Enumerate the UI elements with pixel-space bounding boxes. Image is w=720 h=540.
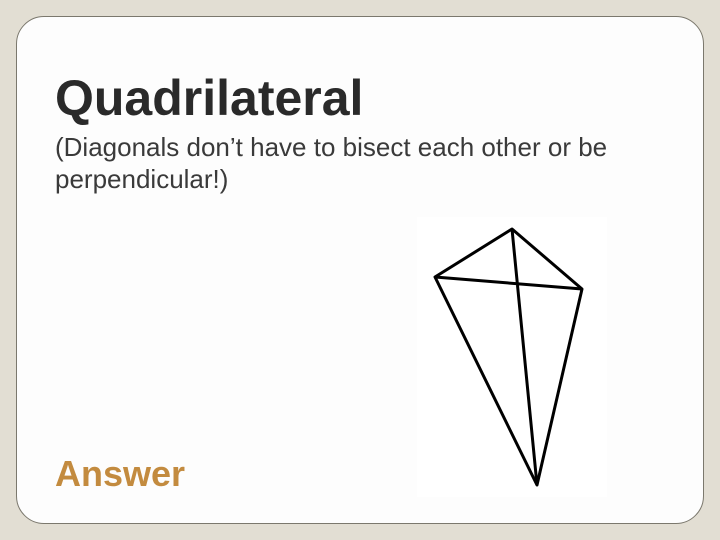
slide-outer: Quadrilateral (Diagonals don’t have to b… [0,0,720,540]
answer-label: Answer [55,453,185,495]
quadrilateral-svg [417,217,607,497]
slide-subtitle: (Diagonals don’t have to bisect each oth… [55,131,665,196]
diagram-bg [417,217,607,497]
slide-card: Quadrilateral (Diagonals don’t have to b… [16,16,704,524]
quadrilateral-diagram [417,217,607,497]
slide-title: Quadrilateral [55,72,665,125]
